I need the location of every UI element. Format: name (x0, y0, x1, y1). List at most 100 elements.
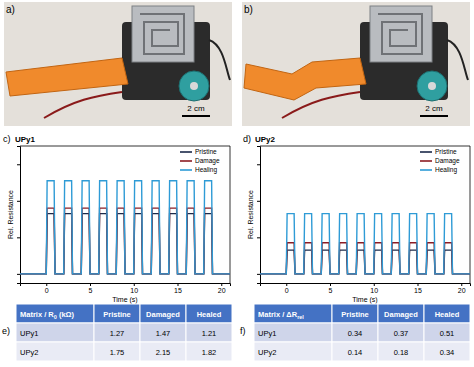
y-axis (257, 147, 261, 284)
table-cell (254, 323, 332, 342)
column-header: Healed (197, 310, 222, 319)
header-text: Matrix / R (20, 310, 54, 319)
column-header: Pristine (103, 310, 131, 319)
tick-mark (17, 237, 20, 238)
table-cell (424, 323, 470, 342)
table-cell (140, 323, 186, 342)
gear (417, 71, 447, 101)
panel-label: e) (2, 326, 10, 336)
x-axis: 05101520 (21, 283, 231, 294)
axis-line (257, 147, 261, 284)
tick-label: 20 (458, 287, 466, 294)
heater-coil (140, 14, 184, 54)
header-text: Matrix / ΔR (258, 310, 298, 319)
tick-label: 0 (285, 287, 289, 294)
table-value: 1.75 (110, 348, 125, 357)
legend-swatch (420, 169, 432, 171)
photo-background (4, 2, 232, 126)
table-value: 0.34 (440, 348, 455, 357)
tick-label: 15 (414, 287, 422, 294)
panel-label: f) (240, 326, 246, 336)
tick-mark (374, 283, 375, 286)
table-cell (16, 323, 94, 342)
table-cell (254, 304, 332, 323)
gear-hub (428, 82, 436, 90)
legend-swatch (180, 151, 192, 153)
legend-label: Healing (435, 166, 457, 174)
row-header: UPy2 (20, 348, 38, 357)
table-value: 2.15 (156, 348, 171, 357)
row-header: UPy2 (258, 348, 276, 357)
tick: 0 (45, 283, 49, 294)
table-value: 1.27 (110, 329, 125, 338)
tick-mark (46, 283, 47, 286)
row-header: UPy1 (258, 329, 276, 338)
tick-mark (257, 164, 260, 165)
chart: 05101520c)UPy1Time (s)Rel. ResistancePri… (3, 134, 231, 304)
cable (209, 40, 230, 80)
row-header: UPy1 (20, 329, 38, 338)
chart-title: UPy2 (255, 135, 276, 144)
table: f)Matrix / ΔRrelPristineDamagedHealedUPy… (240, 304, 470, 361)
plot-lines (20, 181, 230, 274)
column-header: Damaged (384, 310, 418, 319)
tick-mark (286, 283, 287, 286)
tick-label: 5 (89, 287, 93, 294)
tick-label: 10 (370, 287, 378, 294)
legend-swatch (420, 151, 432, 153)
axis-line (261, 284, 471, 287)
cable (447, 40, 468, 80)
tick-mark (17, 274, 20, 275)
tick (17, 201, 20, 202)
table-value: 0.34 (348, 329, 363, 338)
scale-bar (420, 115, 448, 117)
table-value: 0.37 (394, 329, 409, 338)
tick (257, 164, 260, 165)
frame (230, 146, 231, 283)
table-cell (332, 342, 378, 361)
table-cell (186, 342, 232, 361)
tick (17, 164, 20, 165)
tick-mark (418, 283, 419, 286)
axis-line (17, 147, 21, 284)
table-cell (16, 342, 94, 361)
panel-label: d) (243, 134, 251, 144)
tick-label: 0 (45, 287, 49, 294)
tick-mark (221, 283, 222, 286)
header-subscript: rel (297, 314, 304, 320)
tick (17, 237, 20, 238)
tick-mark (330, 283, 331, 286)
table-header: Matrix / R0 (kΩ) (20, 310, 75, 320)
frame (470, 146, 471, 283)
table-cell (94, 323, 140, 342)
heater-coil (378, 14, 422, 54)
column-header: Healed (435, 310, 460, 319)
legend-label: Damage (195, 157, 220, 165)
frame (20, 146, 230, 147)
finger (244, 58, 366, 100)
table-value: 0.51 (440, 329, 455, 338)
axis-line (21, 284, 231, 287)
photo-panel: b) 2 cm (242, 2, 470, 126)
legend-label: Healing (195, 166, 217, 174)
table-cell (378, 304, 424, 323)
table-cell (94, 304, 140, 323)
photo-panel: a)2 cm (4, 2, 232, 126)
tick-mark (257, 274, 260, 275)
photo-background (242, 2, 470, 126)
legend: PristineDamageHealing (420, 148, 460, 174)
column-header: Damaged (146, 310, 180, 319)
x-axis-title: Time (s) (352, 296, 377, 304)
tick-mark (17, 164, 20, 165)
tick-mark (134, 283, 135, 286)
table-cell (378, 323, 424, 342)
table-cell (378, 342, 424, 361)
tick: 15 (414, 283, 422, 294)
panel-label: b) (244, 4, 253, 15)
scale-bar-label: 2 cm (187, 104, 205, 113)
tick: 15 (174, 283, 182, 294)
legend-swatch (180, 160, 192, 162)
scale-bar-label: 2 cm (425, 104, 443, 113)
tick: 0 (285, 283, 289, 294)
series-line (260, 214, 470, 274)
